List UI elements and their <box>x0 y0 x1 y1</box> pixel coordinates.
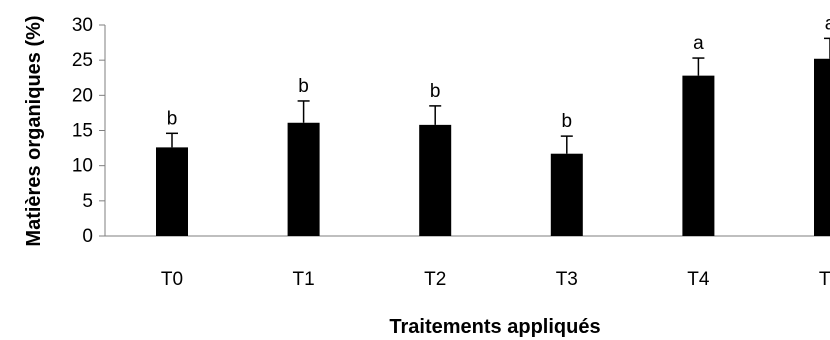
y-tick-label: 5 <box>82 191 93 212</box>
y-axis-title: Matières organiques (%) <box>23 15 45 246</box>
y-tick-label: 0 <box>82 226 93 247</box>
x-tick-label: T1 <box>293 269 315 290</box>
bar-t4 <box>682 75 715 236</box>
significance-label: b <box>167 108 178 129</box>
x-tick-label: T4 <box>687 269 710 290</box>
x-tick-label: T0 <box>161 269 183 290</box>
x-axis-title: Traitements appliqués <box>389 316 600 338</box>
x-tick-label: T3 <box>556 269 578 290</box>
bar-t1 <box>287 122 320 236</box>
x-tick-label: T5 <box>819 269 830 290</box>
significance-label: b <box>298 76 309 97</box>
bar-t0 <box>156 147 188 236</box>
y-axis: 0 5 10 15 20 25 30 <box>72 15 106 247</box>
x-axis: T0 T1 T2 T3 T4 T5 <box>105 235 830 290</box>
y-tick-label: 25 <box>72 50 93 71</box>
y-tick-label: 30 <box>72 15 93 36</box>
x-tick-label: T2 <box>424 269 446 290</box>
y-tick-label: 15 <box>72 121 93 142</box>
significance-label: b <box>562 111 573 132</box>
labels: b b b b a a <box>167 13 830 132</box>
bar-t5 <box>814 58 830 237</box>
error-bars <box>166 37 830 154</box>
bars <box>156 58 830 237</box>
y-tick-label: 10 <box>72 156 93 177</box>
significance-label: b <box>430 81 441 102</box>
bar-t2 <box>419 124 452 236</box>
significance-label: a <box>693 33 704 54</box>
bar-t3 <box>550 153 583 236</box>
y-tick-label: 20 <box>72 85 93 106</box>
significance-label: a <box>825 13 830 34</box>
